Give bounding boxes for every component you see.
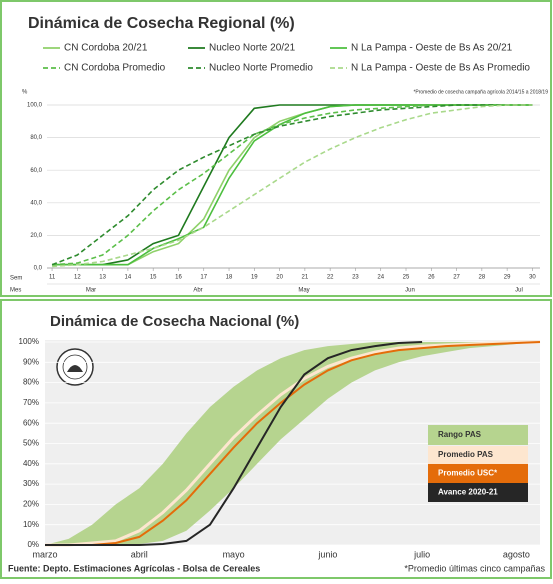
x-tick-label: 27 xyxy=(453,275,460,281)
x-tick-label: julio xyxy=(413,549,430,559)
y-label: % xyxy=(22,90,28,96)
y-tick-label: 90% xyxy=(23,357,39,366)
series-line xyxy=(51,104,533,266)
source: Fuente: Depto. Estimaciones Agrícolas - … xyxy=(8,563,260,573)
month-label: Jul xyxy=(515,288,523,294)
x-tick-label: 23 xyxy=(352,275,359,281)
month-label: Mes xyxy=(10,288,21,294)
month-label: Jun xyxy=(405,288,415,294)
x-tick-label: 22 xyxy=(327,275,334,281)
logo xyxy=(56,348,94,386)
chart-title: Dinámica de Cosecha Nacional (%) xyxy=(50,313,299,330)
x-tick-label: abril xyxy=(131,549,148,559)
x-tick-label: 12 xyxy=(74,275,81,281)
legend-label: Nucleo Norte Promedio xyxy=(209,63,313,74)
legend-swatch xyxy=(428,483,528,502)
x-tick-label: 18 xyxy=(226,275,233,281)
legend-label: Nucleo Norte 20/21 xyxy=(209,43,296,54)
x-tick-label: 11 xyxy=(49,275,56,281)
month-label: Mar xyxy=(86,288,96,294)
note: *Promedio últimas cinco campañas xyxy=(404,563,545,573)
y-tick-label: 10% xyxy=(23,520,39,529)
y-tick-label: 80% xyxy=(23,378,39,387)
note: *Promedio de cosecha campaña agrícola 20… xyxy=(413,89,548,95)
legend-swatch xyxy=(428,425,528,445)
x-tick-label: 16 xyxy=(175,275,182,281)
series-line xyxy=(45,340,540,547)
legend-label: CN Cordoba 20/21 xyxy=(64,43,148,54)
y-tick-label: 60% xyxy=(23,418,39,427)
x-label: Sem xyxy=(10,276,22,282)
y-tick-label: 70% xyxy=(23,398,39,407)
range-band xyxy=(45,342,540,545)
y-tick-label: 50% xyxy=(23,439,39,448)
legend-label: N La Pampa - Oeste de Bs As Promedio xyxy=(351,63,530,74)
x-tick-label: 19 xyxy=(251,275,258,281)
y-tick-label: 0,0 xyxy=(34,266,43,272)
x-tick-label: marzo xyxy=(32,549,57,559)
legend-swatch xyxy=(428,446,528,464)
x-tick-label: 28 xyxy=(479,275,486,281)
x-tick-label: agosto xyxy=(503,549,530,559)
month-label: May xyxy=(298,288,309,294)
month-label: Abr xyxy=(193,288,202,294)
x-tick-label: 21 xyxy=(302,275,309,281)
x-tick-label: 14 xyxy=(125,275,132,281)
y-tick-label: 80,0 xyxy=(30,135,42,141)
y-tick-label: 30% xyxy=(23,479,39,488)
y-tick-label: 20,0 xyxy=(30,233,42,239)
y-tick-label: 100,0 xyxy=(27,103,43,109)
chart-title: Dinámica de Cosecha Regional (%) xyxy=(28,15,295,32)
y-tick-label: 20% xyxy=(23,500,39,509)
x-tick-label: 25 xyxy=(403,275,410,281)
x-tick-label: junio xyxy=(317,549,337,559)
x-tick-label: 13 xyxy=(99,275,106,281)
legend-label: CN Cordoba Promedio xyxy=(64,63,166,74)
x-tick-label: 15 xyxy=(150,275,157,281)
legend-swatch xyxy=(428,464,528,483)
y-tick-label: 40,0 xyxy=(30,200,42,206)
y-tick-label: 100% xyxy=(19,337,39,346)
series-line xyxy=(52,104,533,266)
legend-label: Promedio USC* xyxy=(438,469,498,478)
legend-label: Rango PAS xyxy=(438,430,482,439)
x-tick-label: 26 xyxy=(428,275,435,281)
y-tick-label: 60,0 xyxy=(30,168,42,174)
legend-label: N La Pampa - Oeste de Bs As 20/21 xyxy=(351,43,513,54)
y-tick-label: 0% xyxy=(27,540,39,549)
x-tick-label: 17 xyxy=(200,275,207,281)
y-tick-label: 40% xyxy=(23,459,39,468)
panel-regional xyxy=(0,0,552,297)
series-line xyxy=(45,341,423,546)
x-tick-label: 30 xyxy=(529,275,536,281)
legend-label: Promedio PAS xyxy=(438,450,494,459)
series-line xyxy=(45,341,541,546)
legend-label: Avance 2020-21 xyxy=(438,488,498,497)
x-tick-label: 20 xyxy=(276,275,283,281)
x-tick-label: 24 xyxy=(377,275,384,281)
series-line xyxy=(52,104,533,268)
x-tick-label: mayo xyxy=(223,549,245,559)
x-tick-label: 29 xyxy=(504,275,511,281)
